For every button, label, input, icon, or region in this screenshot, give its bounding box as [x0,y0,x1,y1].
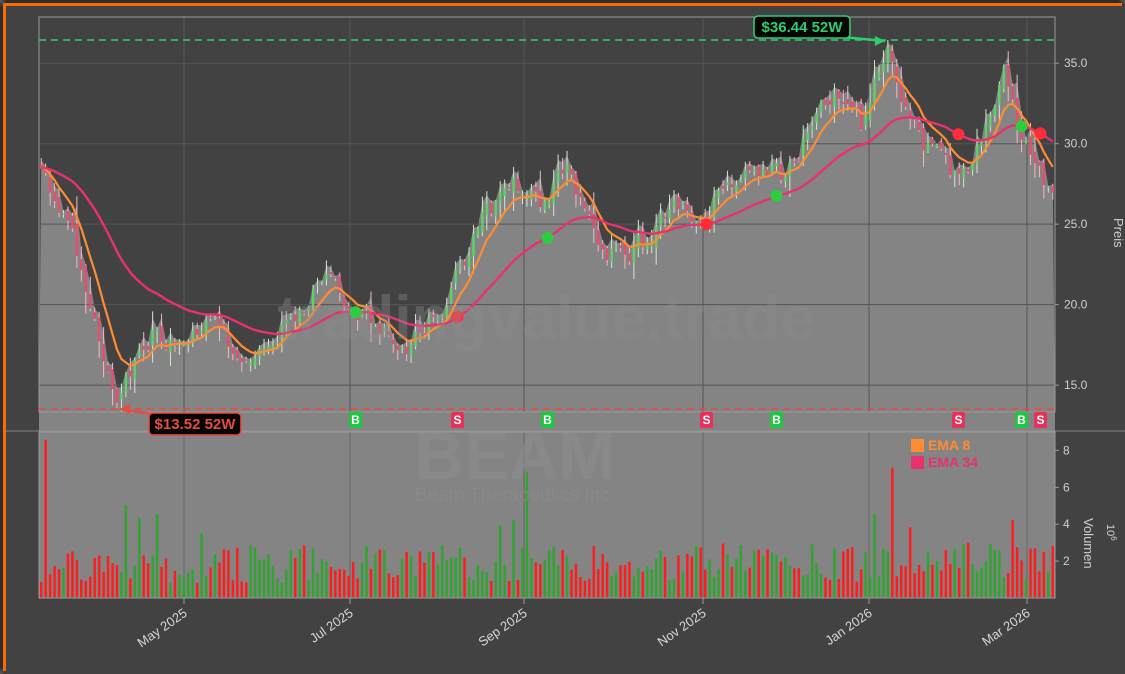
svg-text:S: S [1036,413,1044,427]
svg-text:S: S [453,413,461,427]
svg-text:$36.44 52W: $36.44 52W [762,19,844,36]
svg-text:B: B [351,413,360,427]
svg-text:25.0: 25.0 [1064,217,1088,231]
svg-text:B: B [543,413,552,427]
svg-text:Volumen: Volumen [1081,518,1096,569]
svg-text:$13.52 52W: $13.52 52W [155,416,237,433]
svg-text:Beam Therapeutics Inc.: Beam Therapeutics Inc. [415,485,615,506]
svg-text:8: 8 [1063,443,1070,457]
svg-text:35.0: 35.0 [1064,56,1088,70]
svg-text:EMA 34: EMA 34 [928,454,978,470]
svg-text:2: 2 [1063,554,1070,568]
svg-text:4: 4 [1063,517,1070,531]
svg-text:S: S [702,413,710,427]
svg-text:tradingvalue.trade: tradingvalue.trade [277,284,814,353]
svg-text:6: 6 [1063,480,1070,494]
svg-text:30.0: 30.0 [1064,137,1088,151]
svg-text:S: S [954,413,962,427]
svg-text:BEAM: BEAM [415,418,615,494]
svg-text:20.0: 20.0 [1064,298,1088,312]
svg-text:B: B [1017,413,1026,427]
svg-text:15.0: 15.0 [1064,378,1088,392]
svg-text:Preis: Preis [1111,218,1125,248]
svg-text:B: B [772,413,781,427]
svg-text:EMA 8: EMA 8 [928,437,970,453]
